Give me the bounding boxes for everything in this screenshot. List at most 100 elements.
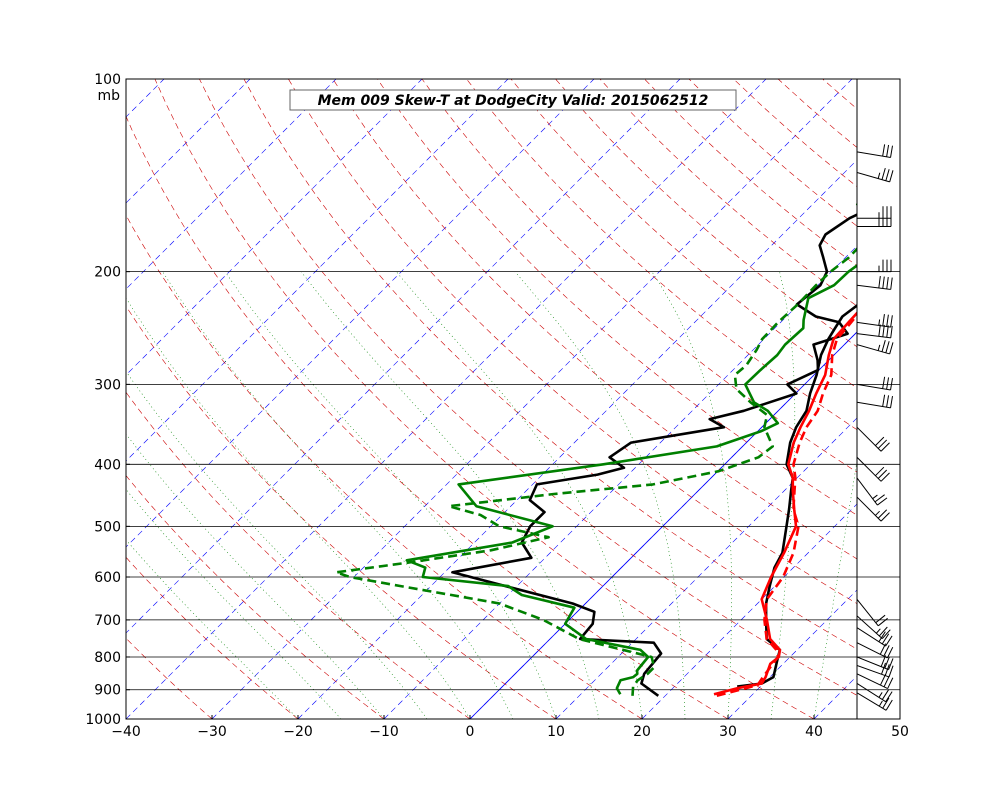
wind-barb-flag [877, 497, 888, 506]
y-unit-label: mb [97, 88, 120, 104]
wind-barb-staff [857, 683, 886, 703]
series-line-3 [335, 247, 857, 696]
isotherm-line [126, 79, 337, 290]
wind-barb-flag [875, 466, 885, 477]
x-tick-label: 30 [719, 724, 737, 740]
y-tick-label: 300 [94, 377, 121, 393]
wind-barb-flag [884, 664, 890, 676]
wind-barb-staff [857, 627, 886, 647]
isotherm-line [126, 79, 681, 634]
wind-barb-staff [857, 665, 890, 678]
series-line-5 [713, 311, 857, 696]
wind-barb-flag [877, 509, 888, 519]
plot-background [126, 79, 900, 719]
wind-barb-flag [886, 646, 894, 659]
wind-barb-flag [881, 629, 891, 639]
y-tick-label: 900 [94, 683, 121, 699]
wind-barb-flag [886, 144, 890, 157]
wind-barb-flag [884, 656, 890, 669]
wind-barb-flag [882, 276, 885, 289]
isotherm-line [126, 79, 423, 376]
wind-barb-staff [857, 456, 882, 482]
wind-barb-flag [875, 436, 885, 446]
moist-adiabat-line [396, 271, 643, 719]
y-tick-label: 700 [94, 613, 121, 629]
wind-barb-flag [881, 633, 890, 645]
wind-barb-staff [857, 284, 891, 290]
isotherm-line [126, 79, 767, 719]
wind-barb-flag [889, 342, 894, 355]
dry-adiabat-line [126, 305, 557, 719]
wind-barb-flag [882, 697, 890, 709]
moist-adiabat-line [770, 271, 796, 719]
chart-title: Mem 009 Skew-T at DodgeCity Valid: 20150… [318, 93, 709, 109]
dry-adiabat-line [126, 556, 299, 719]
x-tick-label: 40 [805, 724, 823, 740]
wind-barb-flag [885, 341, 890, 353]
dry-adiabat-line [199, 79, 857, 696]
y-tick-label: 400 [94, 457, 121, 473]
dry-adiabat-line [126, 115, 729, 719]
wind-barb-flag [886, 395, 890, 408]
wind-barb-flag [883, 645, 890, 657]
x-tick-label: 10 [547, 724, 565, 740]
wind-barb-flag [881, 662, 886, 675]
x-tick-label: −10 [369, 724, 399, 740]
wind-barb-flag [890, 325, 893, 338]
wind-barb-flag [888, 658, 894, 670]
wind-barb-flag [885, 691, 893, 702]
wind-barb-half-flag [878, 692, 883, 698]
wind-barb-flag [882, 314, 885, 327]
dry-adiabat-line [332, 79, 857, 560]
wind-barb-flag [880, 442, 890, 452]
wind-barb-flag [886, 314, 889, 327]
wind-barb-flag [888, 665, 894, 678]
dry-adiabat-line [466, 79, 857, 431]
series-line-2 [405, 202, 857, 695]
isotherm-line [126, 79, 595, 548]
isotherm-line [211, 79, 853, 719]
wind-barb-half-flag [877, 172, 881, 179]
wind-barb-flag [882, 376, 886, 389]
isotherm-line [383, 245, 857, 719]
wind-barb-flag [880, 655, 887, 667]
wind-barb-half-flag [872, 494, 878, 500]
wind-barb-staff [857, 477, 878, 506]
wind-barb-flag [886, 325, 889, 338]
isotherm-line [0, 79, 78, 719]
x-tick-label: −40 [111, 724, 141, 740]
isotherm-line [555, 417, 857, 719]
wind-barb-flag [887, 677, 894, 689]
x-tick-label: −20 [283, 724, 313, 740]
dry-adiabat-line [154, 79, 815, 719]
wind-barb-flag [890, 395, 894, 408]
isotherm-line [297, 159, 857, 719]
wind-barb-staff [857, 383, 891, 391]
dry-adiabat-line [126, 391, 471, 719]
isotherm-line [900, 79, 1000, 719]
wind-barb-flag [880, 472, 890, 482]
wind-barb-staff [857, 401, 891, 409]
series-line-1 [451, 213, 857, 697]
zero-isotherm-line [469, 331, 857, 719]
wind-barb-flag [875, 614, 886, 624]
wind-barb-flag [885, 635, 893, 647]
title-box [289, 89, 737, 111]
wind-barb-staff [857, 642, 888, 659]
isotherm-line [126, 79, 251, 204]
wind-barb-half-flag [875, 510, 880, 516]
wind-barb-flag [882, 144, 886, 157]
wind-barb-flag [881, 167, 886, 180]
wind-barb-staff [857, 344, 890, 355]
wind-barb-staff [857, 673, 888, 689]
wind-barb-flag [874, 494, 885, 503]
y-tick-label: 200 [94, 265, 121, 281]
wind-barb-flag [886, 276, 889, 290]
wind-barb-flag [879, 674, 887, 686]
wind-barb-staff [857, 615, 883, 639]
y-tick-label: 800 [94, 650, 121, 666]
isotherm-line [727, 589, 857, 719]
wind-barb-staff [857, 172, 890, 183]
x-tick-label: 20 [633, 724, 651, 740]
